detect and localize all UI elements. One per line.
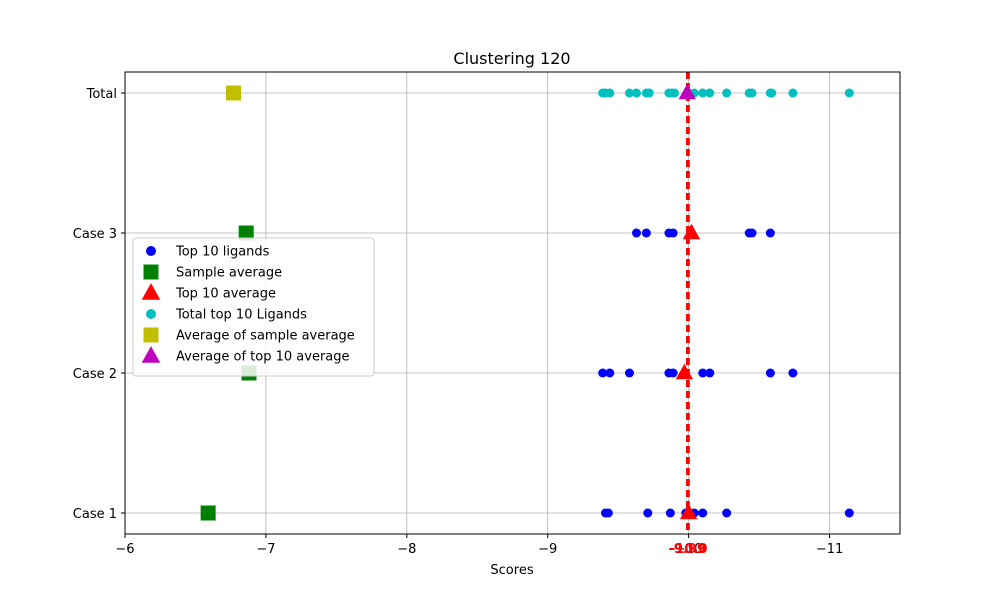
- data-point: [682, 223, 701, 240]
- data-point: [698, 508, 708, 518]
- data-point: [679, 503, 698, 520]
- x-tick-label: −9: [538, 542, 557, 557]
- data-point: [747, 88, 757, 98]
- data-point: [698, 88, 708, 98]
- reference-lines: [686, 72, 690, 534]
- x-tick-label: −6: [115, 542, 134, 557]
- legend-marker: [141, 346, 161, 363]
- data-point: [765, 368, 775, 378]
- data-point: [675, 363, 694, 380]
- chart-title: Clustering 120: [453, 49, 570, 68]
- data-point: [665, 508, 675, 518]
- y-tick-label: Case 3: [73, 227, 117, 242]
- data-point: [238, 225, 254, 241]
- data-point: [598, 368, 608, 378]
- data-point: [644, 88, 654, 98]
- x-axis: −6 −7 −8 −9 −10 −11: [115, 534, 843, 557]
- data-point: [765, 228, 775, 238]
- x-axis-label: Scores: [490, 563, 533, 578]
- x-tick-label: −10: [675, 542, 702, 557]
- reference-labels: -9.99-10.0: [668, 542, 707, 557]
- axes-frame: [124, 71, 901, 535]
- y-tick-label: Case 2: [73, 367, 117, 382]
- data-point: [200, 505, 216, 521]
- data-point: [678, 83, 696, 100]
- data-point: [747, 228, 757, 238]
- legend-marker: [141, 283, 161, 300]
- legend-label: Average of sample average: [176, 329, 355, 344]
- legend-label: Top 10 average: [175, 287, 276, 302]
- y-tick-label: Case 1: [73, 507, 117, 522]
- legend-label: Average of top 10 average: [176, 350, 350, 365]
- legend-label: Total top 10 Ligands: [175, 308, 307, 323]
- data-point: [668, 368, 678, 378]
- data-point: [632, 228, 641, 238]
- y-tick-label: Total: [86, 87, 117, 102]
- data-point: [705, 88, 715, 98]
- legend: Top 10 ligands Sample average Top 10 avera…: [132, 237, 375, 377]
- data-point: [624, 368, 634, 378]
- data-point: [605, 88, 615, 98]
- data-point: [788, 88, 798, 98]
- data-point: [722, 508, 732, 518]
- legend-label: Sample average: [176, 266, 282, 281]
- y-axis: Case 1 Case 2 Case 3 Total: [73, 87, 125, 522]
- data-point: [670, 88, 680, 98]
- x-tick-label: −8: [397, 542, 416, 557]
- reference-line-label: -10.0: [670, 542, 707, 557]
- legend-marker: [143, 264, 159, 280]
- series-group: [678, 83, 696, 100]
- data-point: [643, 508, 653, 518]
- data-point: [605, 368, 615, 378]
- data-point: [624, 88, 634, 98]
- data-point: [722, 88, 732, 98]
- data-point: [641, 228, 651, 238]
- legend-marker: [143, 327, 159, 343]
- x-tick-label: −7: [256, 542, 275, 557]
- legend-label: Top 10 ligands: [175, 245, 270, 260]
- data-point: [698, 368, 708, 378]
- data-point: [844, 508, 854, 518]
- data-point: [668, 228, 678, 238]
- data-point: [844, 88, 854, 98]
- data-point: [788, 368, 798, 378]
- data-point: [603, 508, 613, 518]
- data-point: [632, 88, 641, 98]
- data-point: [226, 85, 241, 101]
- reference-line-label: -9.99: [668, 542, 705, 557]
- legend-box: [132, 237, 375, 377]
- x-tick-label: −11: [816, 542, 843, 557]
- data-point: [767, 88, 777, 98]
- data-point: [705, 368, 715, 378]
- legend-marker: [146, 309, 156, 319]
- series-group: [226, 85, 241, 101]
- series-group: [675, 223, 701, 520]
- legend-marker: [146, 246, 156, 256]
